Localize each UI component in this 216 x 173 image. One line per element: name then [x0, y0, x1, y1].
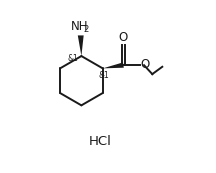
Text: &1: &1	[67, 54, 78, 63]
Text: 2: 2	[83, 25, 88, 34]
Text: &1: &1	[99, 71, 110, 80]
Polygon shape	[103, 62, 124, 68]
Text: NH: NH	[71, 20, 89, 33]
Text: HCl: HCl	[89, 135, 111, 148]
Polygon shape	[78, 35, 84, 56]
Text: O: O	[119, 31, 128, 44]
Text: O: O	[140, 58, 150, 71]
